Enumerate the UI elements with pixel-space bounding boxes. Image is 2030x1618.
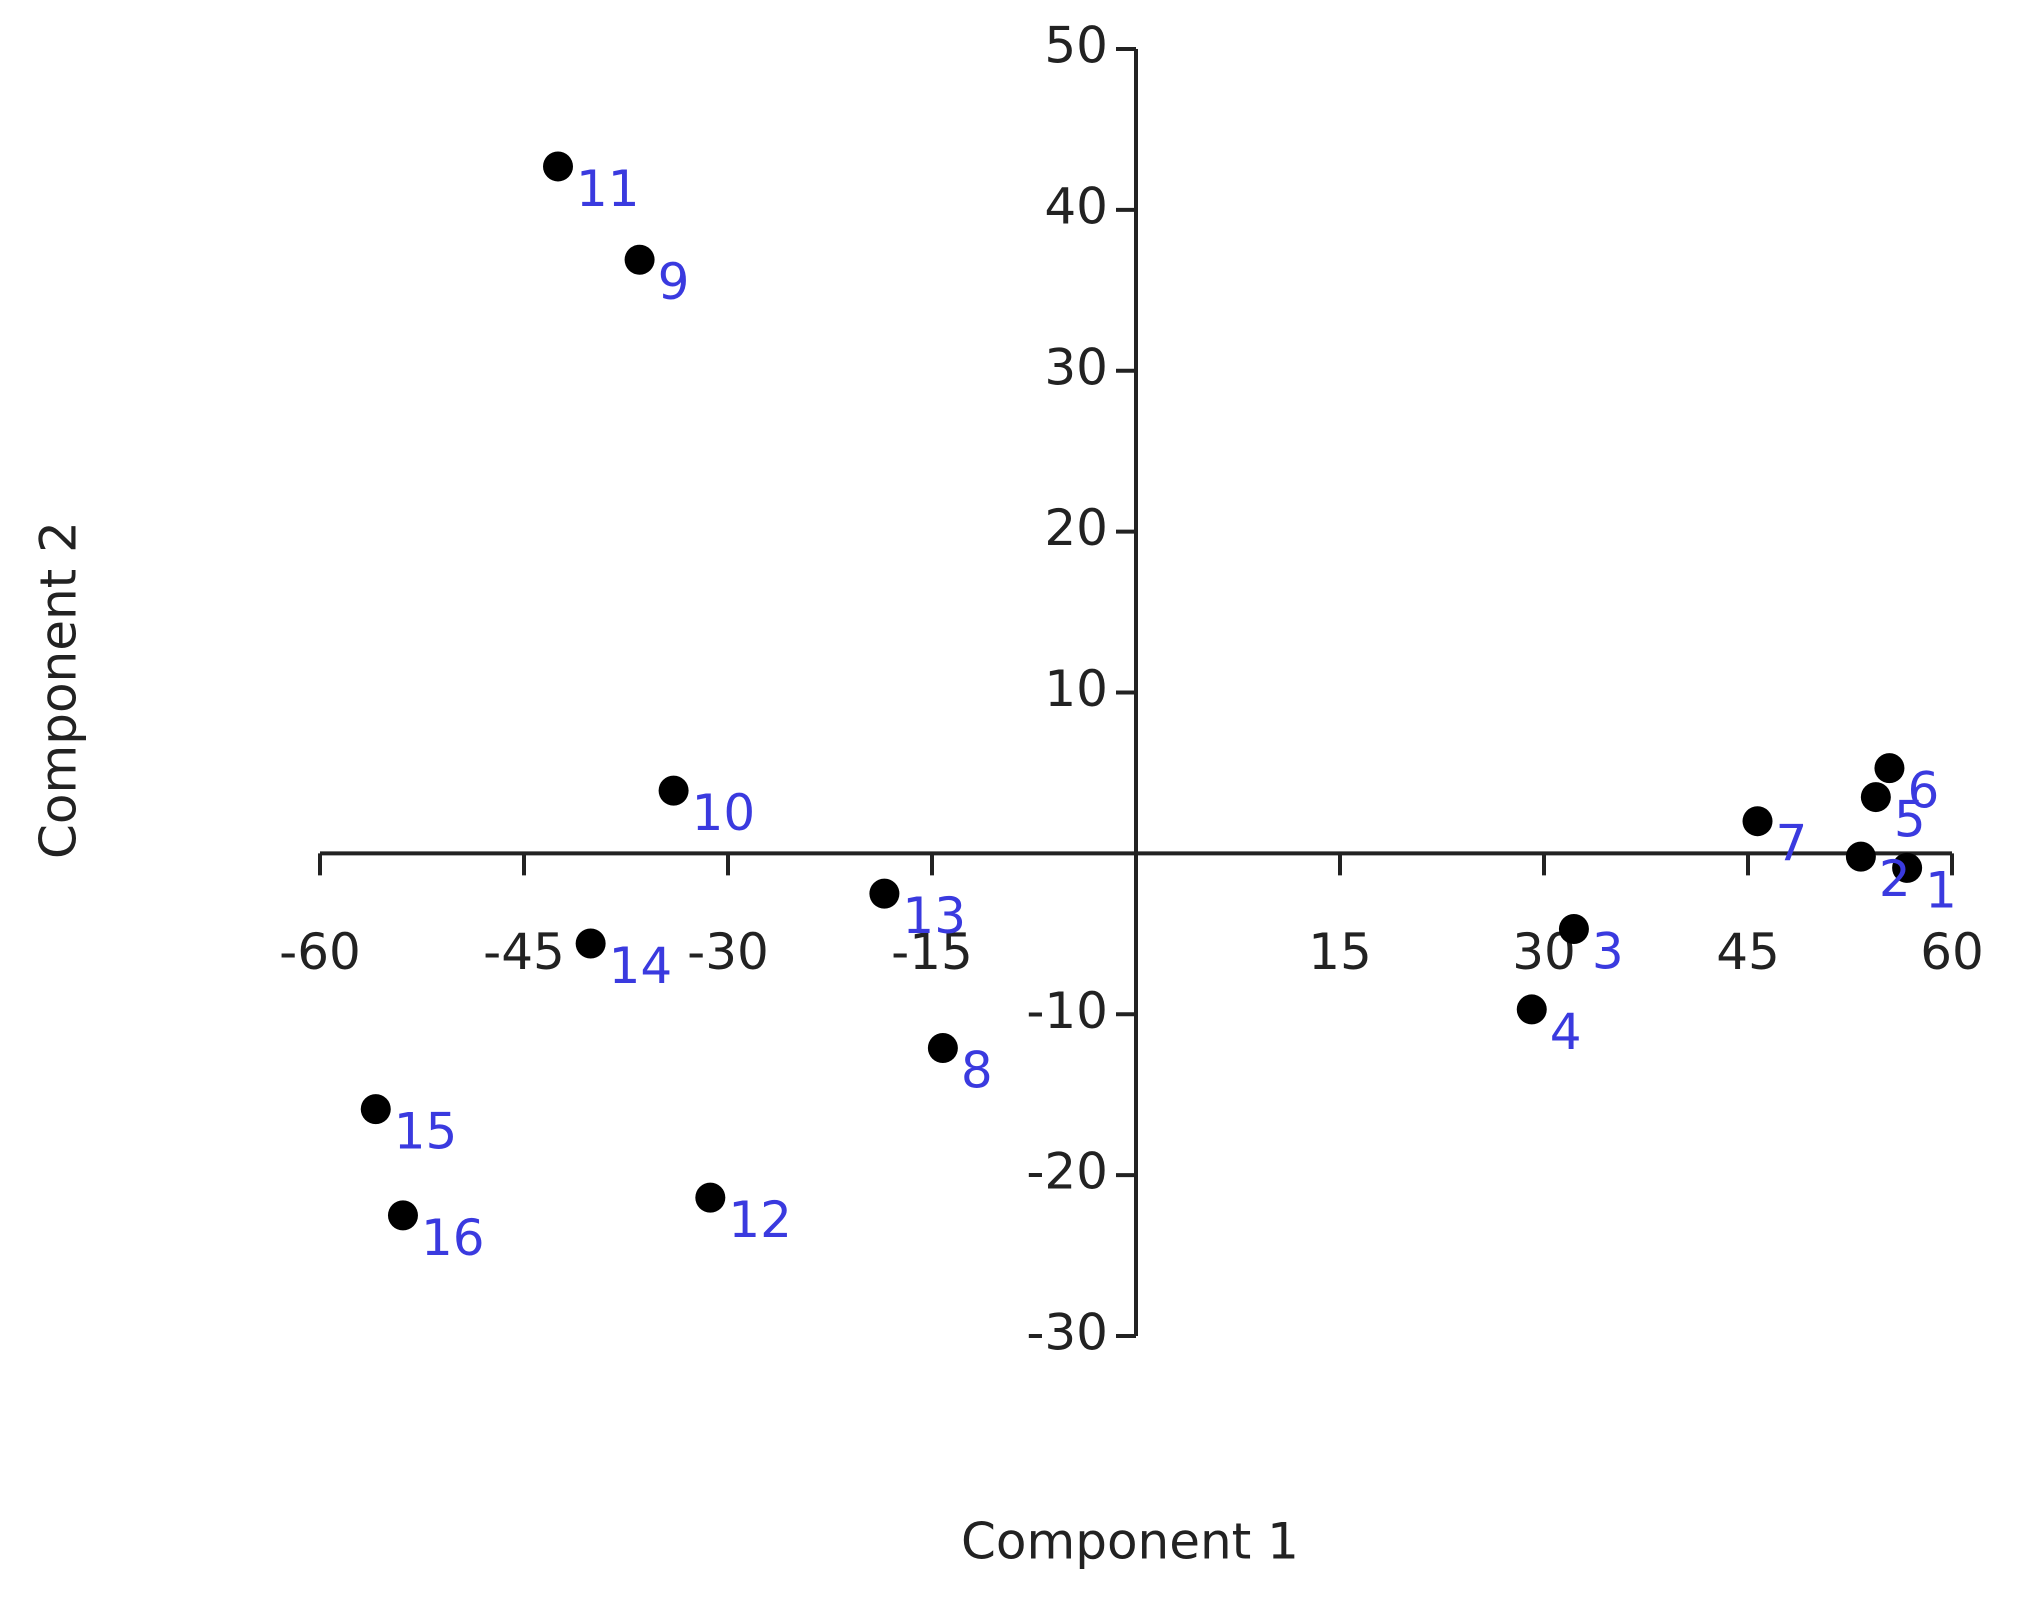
point-label: 9 xyxy=(658,253,690,311)
point-label: 4 xyxy=(1550,1003,1582,1061)
point-label: 3 xyxy=(1592,922,1624,980)
point-label: 16 xyxy=(421,1209,485,1267)
point xyxy=(927,1033,958,1064)
point xyxy=(360,1094,391,1125)
point xyxy=(695,1182,726,1213)
point xyxy=(1874,753,1905,784)
y-tick-label: 40 xyxy=(1044,177,1108,235)
point xyxy=(658,775,689,806)
x-tick-label: 60 xyxy=(1920,923,1984,981)
point xyxy=(624,244,655,275)
x-tick-label: -30 xyxy=(687,923,769,981)
point-label: 1 xyxy=(1925,861,1957,919)
point xyxy=(1516,994,1547,1025)
point-label: 2 xyxy=(1879,850,1911,908)
y-tick-label: 10 xyxy=(1044,660,1108,718)
x-tick-label: 45 xyxy=(1716,923,1780,981)
point xyxy=(1845,841,1876,872)
point-label: 14 xyxy=(609,937,673,995)
point xyxy=(1558,913,1589,944)
x-tick-label: -60 xyxy=(279,923,361,981)
x-tick-label: -15 xyxy=(891,923,973,981)
point xyxy=(543,151,573,182)
point xyxy=(1742,806,1773,837)
point xyxy=(869,878,900,909)
point-label: 6 xyxy=(1907,762,1939,820)
y-tick-label: 20 xyxy=(1044,499,1108,557)
y-tick-label: -30 xyxy=(1026,1304,1108,1362)
y-tick-label: -20 xyxy=(1026,1143,1108,1201)
point-label: 10 xyxy=(692,784,756,842)
point-label: 15 xyxy=(394,1103,458,1161)
point-label: 5 xyxy=(1894,791,1926,849)
point-label: 12 xyxy=(728,1191,792,1249)
x-tick-label: -45 xyxy=(483,923,565,981)
point-label: 13 xyxy=(902,887,966,945)
y-tick-label: 50 xyxy=(1044,17,1108,75)
point-label: 11 xyxy=(576,160,640,218)
y-axis-label: Component 2 xyxy=(30,521,88,859)
y-tick-label: -10 xyxy=(1026,982,1108,1040)
point xyxy=(575,928,606,959)
x-axis-label: Component 1 xyxy=(961,1513,1299,1571)
point-label: 8 xyxy=(961,1042,993,1100)
point xyxy=(387,1200,418,1231)
point-label: 7 xyxy=(1776,815,1808,873)
x-tick-label: 15 xyxy=(1308,923,1372,981)
y-tick-label: 30 xyxy=(1044,338,1108,396)
point xyxy=(1892,852,1923,883)
point xyxy=(1860,782,1891,813)
